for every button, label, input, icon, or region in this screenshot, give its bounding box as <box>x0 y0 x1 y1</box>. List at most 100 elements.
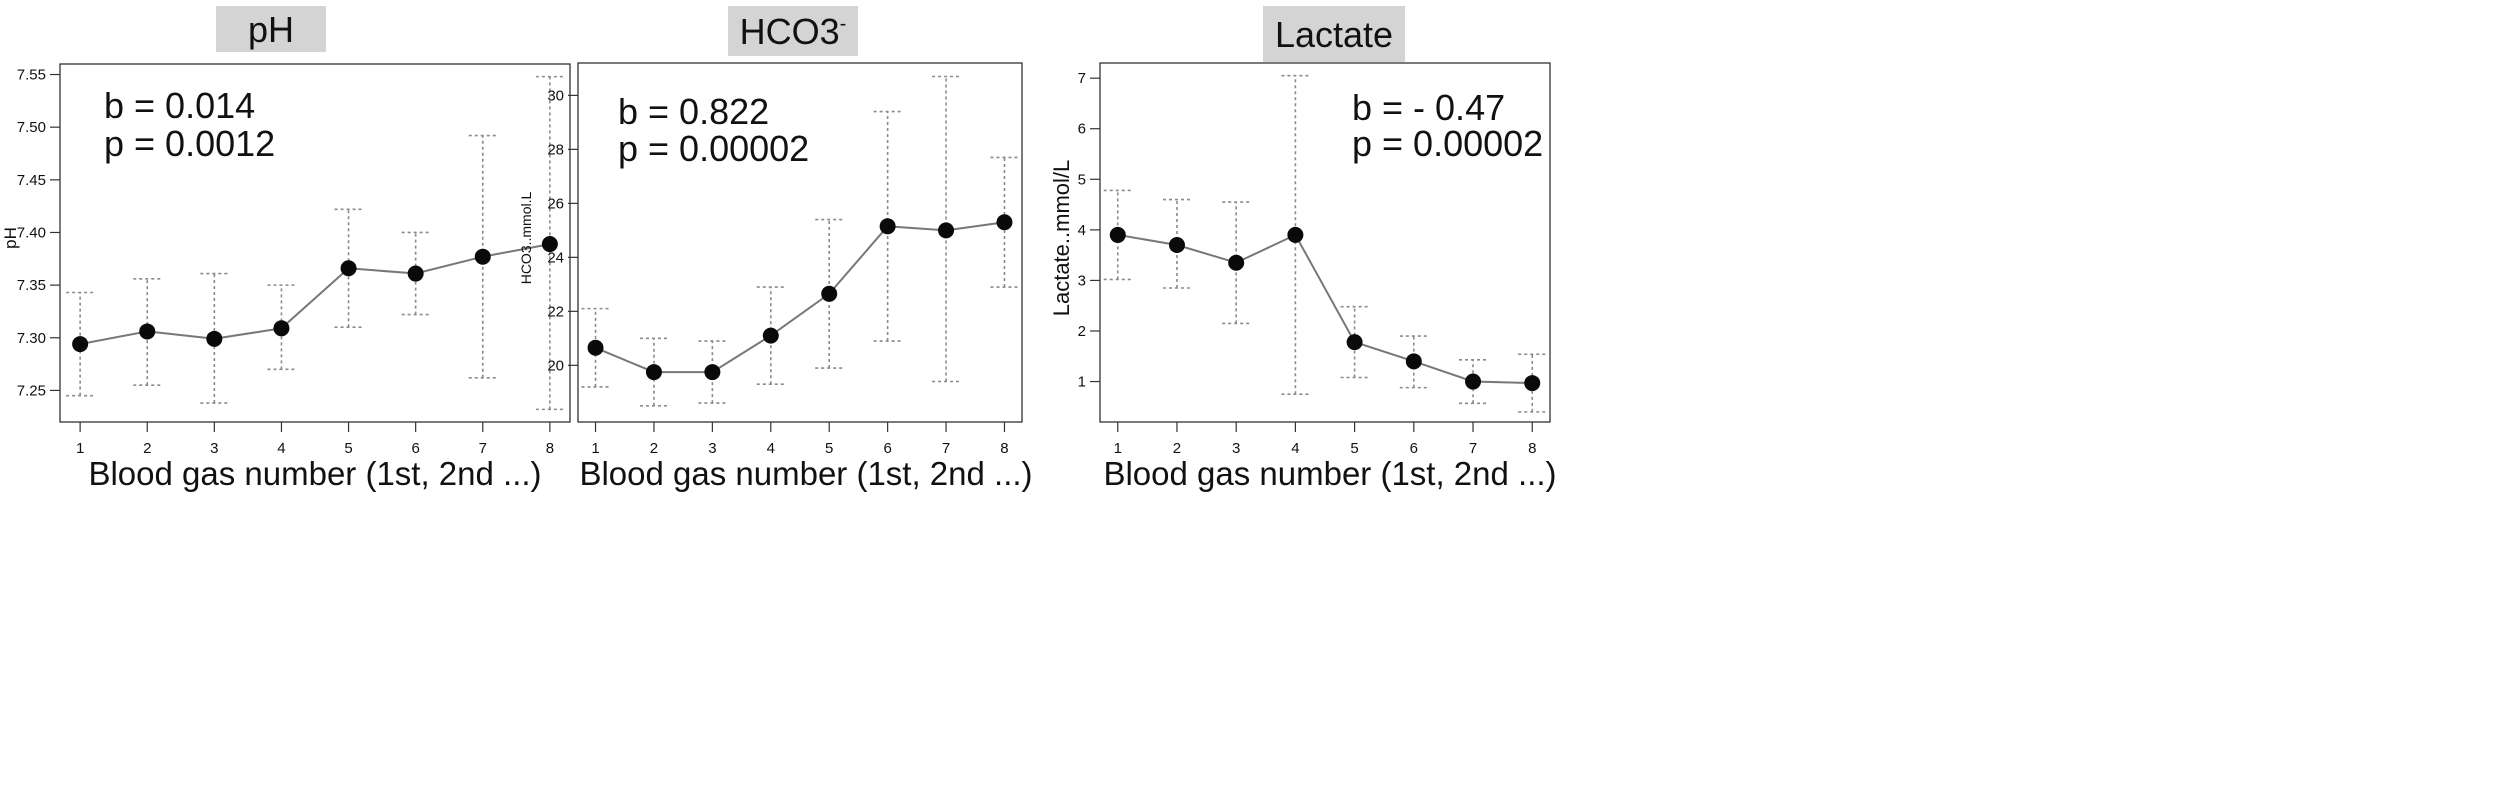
data-point <box>1405 353 1422 370</box>
chart-title-text: Lactate <box>1275 14 1393 55</box>
series-line <box>595 221 1005 374</box>
error-bar <box>639 337 668 407</box>
plot-frame <box>1099 62 1551 423</box>
series-line <box>1117 233 1533 385</box>
chart-panel-1: pH 7.25 7.30 7.35 7.40 7.45 7.50 7.55 1 2 3 4 5 6 7 8 pH… <box>1 6 571 492</box>
series-line <box>79 243 551 346</box>
error-bar <box>535 75 564 411</box>
y-axis-label: Lactate..mmol/L <box>1049 160 1074 317</box>
data-point <box>645 364 662 381</box>
data-point <box>1346 334 1363 351</box>
x-tick-label: 7 <box>942 440 950 457</box>
y-tick-label: 26 <box>547 195 564 212</box>
stat-annotation: p = 0.00002 <box>618 128 809 169</box>
data-point <box>72 336 89 353</box>
error-bar <box>334 208 363 329</box>
y-tick-label: 1 <box>1078 374 1086 391</box>
chart-title: HCO3- <box>740 11 847 52</box>
data-point <box>938 222 955 239</box>
data-point <box>1168 237 1185 254</box>
x-tick-label: 4 <box>1291 440 1299 457</box>
chart-title-text: HCO3 <box>740 11 840 52</box>
stat-annotation: p = 0.0012 <box>104 123 275 164</box>
error-bar <box>1281 74 1310 395</box>
x-tick-label: 8 <box>1000 440 1008 457</box>
chart-panel-2: HCO3- 20 22 24 26 28 30 1 2 3 4 5 6 7 8 HCO3..mmol.L Blo… <box>518 6 1033 492</box>
error-bar <box>581 307 610 388</box>
y-tick-label: 7 <box>1078 70 1086 87</box>
y-tick-label: 20 <box>547 357 564 374</box>
title-box <box>216 6 326 52</box>
x-tick-label: 8 <box>1528 440 1536 457</box>
x-tick-label: 2 <box>650 440 658 457</box>
error-bar <box>133 277 162 386</box>
y-axis-label: HCO3..mmol.L <box>518 192 534 285</box>
x-tick-label: 1 <box>76 440 84 457</box>
x-tick-label: 6 <box>1410 440 1418 457</box>
x-tick-label: 3 <box>708 440 716 457</box>
data-point <box>1465 373 1482 390</box>
data-point <box>587 339 604 356</box>
y-tick-label: 7.35 <box>17 277 46 294</box>
x-tick-label: 1 <box>591 440 599 457</box>
error-bar <box>1340 305 1369 379</box>
x-tick-label: 2 <box>1173 440 1181 457</box>
error-bar <box>990 156 1019 288</box>
stat-annotation: b = - 0.47 <box>1352 87 1505 128</box>
data-point <box>206 330 223 347</box>
chart-panel-3: Lactate 1 2 3 4 5 6 7 1 2 3 4 5 6 7 8 Lactate..mmol/L Blo… <box>1049 6 1557 492</box>
y-tick-label: 7.50 <box>17 119 46 136</box>
data-point <box>273 320 290 337</box>
y-tick-label: 24 <box>547 249 564 266</box>
x-tick-label: 6 <box>883 440 891 457</box>
x-tick-label: 4 <box>277 440 285 457</box>
data-point <box>1228 254 1245 271</box>
y-tick-label: 7.25 <box>17 382 46 399</box>
stat-annotation: b = 0.014 <box>104 85 255 126</box>
x-axis-label: Blood gas number (1st, 2nd ...) <box>1103 455 1556 492</box>
error-bar <box>200 272 229 404</box>
error-bar <box>1518 353 1547 413</box>
chart-title: Lactate <box>1275 14 1393 55</box>
data-point <box>1109 226 1126 243</box>
data-point <box>1287 226 1304 243</box>
x-tick-label: 3 <box>210 440 218 457</box>
x-axis-label: Blood gas number (1st, 2nd ...) <box>579 455 1032 492</box>
chart-title-superscript: - <box>840 13 847 35</box>
y-tick-label: 7.30 <box>17 330 46 347</box>
x-tick-label: 3 <box>1232 440 1240 457</box>
y-tick-label: 7.45 <box>17 172 46 189</box>
y-tick-label: 3 <box>1078 272 1086 289</box>
x-tick-label: 5 <box>1350 440 1358 457</box>
data-point <box>407 265 424 282</box>
x-tick-label: 5 <box>344 440 352 457</box>
plot-frame <box>59 63 571 423</box>
chart-title-text: pH <box>248 9 294 50</box>
stat-annotation: p = 0.00002 <box>1352 123 1543 164</box>
error-bar <box>401 231 430 316</box>
error-bar <box>66 291 95 397</box>
x-tick-label: 7 <box>479 440 487 457</box>
data-point <box>340 260 357 277</box>
x-tick-label: 6 <box>411 440 419 457</box>
data-point <box>762 327 779 344</box>
x-tick-label: 4 <box>767 440 775 457</box>
y-axis-label: pH <box>1 227 20 249</box>
y-tick-label: 2 <box>1078 323 1086 340</box>
x-tick-label: 8 <box>546 440 554 457</box>
y-tick-label: 22 <box>547 303 564 320</box>
title-box <box>728 6 858 56</box>
y-tick-label: 7.55 <box>17 67 46 84</box>
error-bar <box>1459 359 1488 405</box>
data-point <box>879 218 896 235</box>
stat-annotation: b = 0.822 <box>618 91 769 132</box>
x-axis-label: Blood gas number (1st, 2nd ...) <box>88 455 541 492</box>
data-point <box>474 248 491 265</box>
x-tick-label: 7 <box>1469 440 1477 457</box>
y-tick-label: 5 <box>1078 171 1086 188</box>
y-tick-label: 7.40 <box>17 224 46 241</box>
chart-title: pH <box>248 9 294 50</box>
plot-frame <box>577 62 1023 423</box>
data-point <box>541 236 558 253</box>
